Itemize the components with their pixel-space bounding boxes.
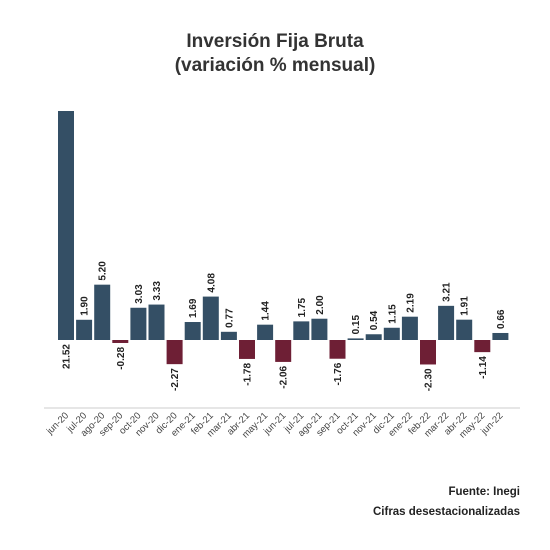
value-label-ago-20: 5.20 — [98, 261, 109, 281]
value-label-jul-20: 1.90 — [80, 296, 91, 316]
value-label-may-22: -1.14 — [478, 356, 489, 379]
bar-jun-22 — [492, 332, 509, 340]
bar-ene-22 — [401, 316, 418, 340]
bar-jun-20 — [58, 111, 74, 340]
value-label-oct-21: 0.15 — [351, 315, 362, 335]
value-label-jun-21: -2.06 — [279, 365, 290, 388]
value-label-dic-20: -2.27 — [170, 368, 181, 391]
bar-may-22 — [474, 340, 491, 353]
value-label-mar-21: 0.77 — [224, 308, 235, 328]
bar-sep-20 — [112, 340, 129, 343]
source-note: Fuente: Inegi — [448, 486, 520, 498]
value-label-mar-22: 3.21 — [442, 282, 453, 302]
chart-subtitle: (variación % mensual) — [174, 55, 376, 76]
bar-jul-20 — [76, 319, 93, 340]
bar-dic-20 — [166, 340, 183, 365]
value-label-nov-21: 0.54 — [369, 310, 380, 330]
chart-title: Inversión Fija Bruta — [186, 31, 364, 52]
value-label-ago-21: 2.00 — [315, 295, 326, 315]
value-label-jul-21: 1.75 — [297, 297, 308, 317]
bar-nov-20 — [148, 304, 165, 340]
bar-oct-20 — [130, 307, 147, 340]
value-label-feb-22: -2.30 — [424, 368, 435, 391]
value-label-ene-22: 2.19 — [405, 293, 416, 313]
value-label-sep-20: -0.28 — [116, 347, 127, 370]
value-label-feb-21: 4.08 — [206, 273, 217, 293]
value-label-jun-22: 0.66 — [496, 309, 507, 329]
bar-oct-21 — [347, 338, 364, 340]
value-label-sep-21: -1.76 — [333, 362, 344, 385]
bar-mar-21 — [220, 331, 237, 340]
bar-abr-21 — [239, 340, 255, 359]
bar-jul-21 — [293, 321, 310, 340]
value-label-ene-21: 1.69 — [188, 298, 199, 318]
bar-feb-22 — [420, 340, 436, 365]
value-label-dic-21: 1.15 — [387, 304, 398, 324]
seasonal-adjustment-note: Cifras desestacionalizadas — [372, 506, 520, 518]
bar-dic-21 — [383, 327, 400, 340]
bar-jun-21 — [275, 340, 292, 362]
bar-mar-22 — [438, 305, 455, 340]
bar-may-21 — [257, 324, 274, 340]
value-label-may-21: 1.44 — [261, 301, 272, 321]
bar-abr-22 — [456, 319, 473, 340]
value-label-oct-20: 3.03 — [134, 284, 145, 304]
value-label-nov-20: 3.33 — [152, 281, 163, 301]
value-label-abr-21: -1.78 — [243, 363, 254, 386]
bar-feb-21 — [202, 296, 219, 340]
value-label-jun-20: 21.52 — [62, 344, 73, 369]
bar-ago-20 — [94, 284, 111, 340]
value-label-abr-22: 1.91 — [460, 296, 471, 316]
bar-ene-21 — [184, 322, 201, 340]
bar-ago-21 — [311, 318, 328, 340]
bar-sep-21 — [329, 340, 346, 359]
bar-nov-21 — [365, 334, 382, 340]
